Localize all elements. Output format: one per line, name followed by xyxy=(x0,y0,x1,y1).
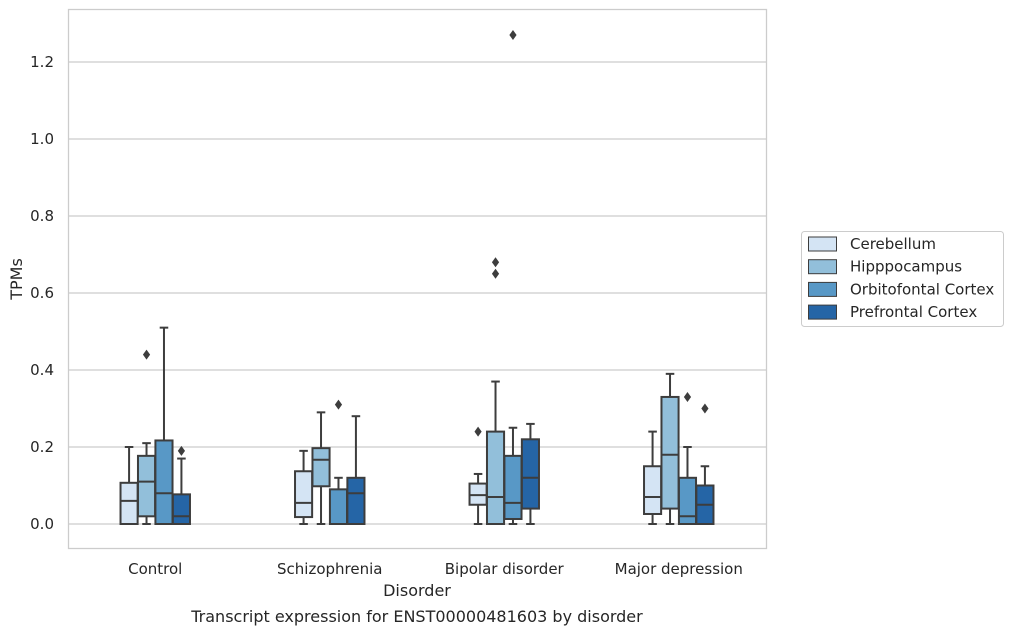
x-tick-label: Bipolar disorder xyxy=(445,560,565,578)
y-axis-title: TPMs xyxy=(7,258,26,301)
box-plot xyxy=(660,372,680,525)
box-plot xyxy=(294,449,314,525)
outlier-point xyxy=(142,349,151,360)
y-tick-label: 0.2 xyxy=(30,438,54,456)
box xyxy=(311,447,331,488)
outlier-point xyxy=(683,391,692,402)
legend: Cerebellum Hipppocampus Orbitofontal Corte… xyxy=(801,231,1004,327)
y-axis-ticks: 0.0 0.2 0.4 0.6 0.8 1.0 1.2 xyxy=(30,53,54,533)
x-tick-label: Major depression xyxy=(615,560,743,578)
y-tick-label: 0.8 xyxy=(30,207,54,225)
box-plot xyxy=(677,391,698,525)
box-plot xyxy=(328,399,349,526)
box xyxy=(346,476,366,525)
y-tick-label: 0.0 xyxy=(30,515,54,533)
legend-label: Orbitofontal Cortex xyxy=(850,280,994,298)
outlier-point xyxy=(474,426,482,437)
y-tick-label: 1.0 xyxy=(30,130,54,148)
box-plot xyxy=(171,445,191,526)
y-tick-label: 0.4 xyxy=(30,361,54,379)
outlier-point xyxy=(491,257,500,268)
box-plot xyxy=(695,403,715,525)
box-plot xyxy=(119,446,139,525)
box xyxy=(154,439,174,525)
x-axis-ticks: Control Schizophrenia Bipolar disorder Majo… xyxy=(128,560,743,578)
outlier-point xyxy=(177,445,186,456)
x-tick-label: Control xyxy=(128,560,182,578)
legend-frame xyxy=(801,231,1004,327)
legend-swatch xyxy=(808,236,837,252)
y-tick-label: 0.6 xyxy=(30,284,54,302)
box-plot xyxy=(643,430,663,525)
box xyxy=(643,465,663,515)
outlier-point xyxy=(334,399,343,410)
outlier-point xyxy=(701,403,709,414)
box-plot xyxy=(311,411,331,525)
y-tick-label: 1.2 xyxy=(30,53,54,71)
x-tick-label: Schizophrenia xyxy=(277,560,382,578)
plot-frame xyxy=(67,8,768,550)
legend-swatch xyxy=(808,281,837,297)
legend-label: Hipppocampus xyxy=(850,258,962,276)
legend-label: Prefrontal Cortex xyxy=(850,303,977,321)
box xyxy=(294,470,314,519)
box-plot xyxy=(485,257,506,526)
legend-swatch xyxy=(808,259,837,275)
outlier-point xyxy=(491,268,500,279)
outlier-point xyxy=(509,30,517,41)
box xyxy=(660,395,680,510)
box-plot xyxy=(136,349,157,525)
box-series xyxy=(119,30,715,526)
box-plot xyxy=(520,422,540,525)
box xyxy=(171,493,191,526)
legend-swatch xyxy=(808,304,837,320)
x-axis-title: Disorder xyxy=(383,581,451,600)
box xyxy=(520,438,540,510)
gridlines xyxy=(68,61,766,525)
box xyxy=(136,454,157,518)
box-plot xyxy=(503,30,523,525)
box xyxy=(328,488,349,526)
box-plot xyxy=(346,415,366,525)
box-plot xyxy=(468,426,488,525)
box xyxy=(119,481,139,525)
box-plot xyxy=(154,326,174,525)
box xyxy=(485,430,506,526)
box xyxy=(503,454,523,520)
chart-caption: Transcript expression for ENST0000048160… xyxy=(190,607,643,626)
legend-label: Cerebellum xyxy=(850,235,936,253)
